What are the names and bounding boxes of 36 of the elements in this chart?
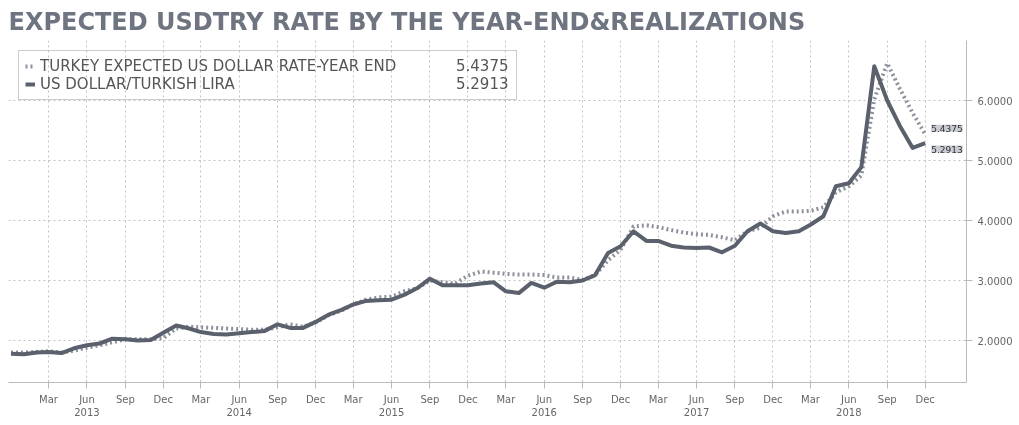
x-tick-label: Dec [915,393,935,405]
y-tick-label: 5.0000 [977,155,1013,167]
x-tick-label: Sep [420,393,440,405]
x-tick-label: Sep [115,393,135,405]
x-tick-label: Sep [268,393,288,405]
x-tick-label: Jun 2018 [836,393,862,418]
y-tick-label: 6.0000 [977,95,1013,107]
x-tick-label: Mar [343,393,364,405]
y-tick-label: 4.0000 [977,215,1013,227]
x-tick-label: Mar [496,393,517,405]
text: 5.2913 [456,74,509,93]
x-tick-label: Mar [801,393,821,405]
annotation: 5.4375 [931,123,963,134]
annotation: 5.2913 [931,144,963,155]
y-tick-label: 2.0000 [977,335,1013,347]
legend-label: TURKEY EXPECTED US DOLLAR RATE-YEAR END [40,57,397,75]
x-tick-label: Dec [763,393,783,405]
y-tick-label: 3.0000 [977,275,1013,287]
x-tick-label: Sep [573,393,593,405]
x-tick-label: Dec [610,393,631,405]
x-tick-label: Jun 2017 [683,393,710,418]
text: 5.4375 [456,56,509,75]
x-tick-label: Mar [648,393,669,405]
x-tick-label: Jun 2016 [531,393,557,418]
x-tick-label: Sep [877,393,897,405]
x-tick-label: Jun 2015 [378,393,405,418]
x-tick-label: Mar [39,393,59,405]
x-tick-label: Sep [725,393,745,405]
legend-label: US DOLLAR/TURKISH LIRA [40,75,235,93]
x-tick-label: Dec [305,393,326,405]
chart-title: EXPECTED USDTRY RATE BY THE YEAR-END&REALIZATIONS [8,7,806,36]
x-tick-label: Jun 2013 [74,393,100,418]
x-tick-label: Mar [191,393,212,405]
x-tick-label: Jun 2014 [226,393,252,418]
x-tick-label: Dec [458,393,478,405]
x-tick-label: Dec [153,393,173,405]
